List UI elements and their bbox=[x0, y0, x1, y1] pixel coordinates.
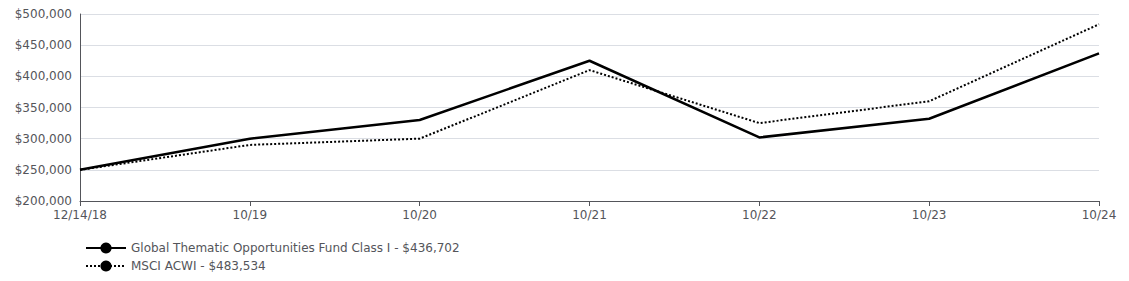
svg-text:10/19: 10/19 bbox=[233, 208, 268, 222]
svg-text:$350,000: $350,000 bbox=[15, 101, 72, 115]
svg-text:10/24: 10/24 bbox=[1082, 208, 1117, 222]
svg-text:$300,000: $300,000 bbox=[15, 132, 72, 146]
svg-text:10/20: 10/20 bbox=[402, 208, 437, 222]
svg-text:$450,000: $450,000 bbox=[15, 38, 72, 52]
svg-text:10/21: 10/21 bbox=[572, 208, 607, 222]
svg-text:$400,000: $400,000 bbox=[15, 69, 72, 83]
svg-text:$500,000: $500,000 bbox=[15, 7, 72, 21]
svg-text:12/14/18: 12/14/18 bbox=[53, 208, 107, 222]
svg-text:10/23: 10/23 bbox=[912, 208, 947, 222]
svg-text:MSCI ACWI - $483,534: MSCI ACWI - $483,534 bbox=[131, 259, 266, 273]
svg-text:10/22: 10/22 bbox=[742, 208, 777, 222]
svg-text:$200,000: $200,000 bbox=[15, 194, 72, 208]
svg-text:Global Thematic Opportunities: Global Thematic Opportunities Fund Class… bbox=[131, 241, 460, 255]
svg-text:$250,000: $250,000 bbox=[15, 163, 72, 177]
